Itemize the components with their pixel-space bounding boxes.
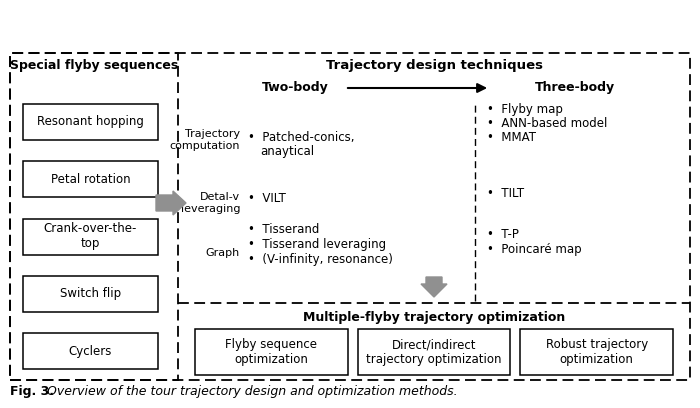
- Text: •  ANN-based model: • ANN-based model: [487, 117, 608, 130]
- Text: Cyclers: Cyclers: [69, 345, 112, 358]
- Text: Two-body: Two-body: [262, 82, 328, 95]
- Text: •  T-P: • T-P: [487, 228, 519, 241]
- Bar: [23, 333, 158, 369]
- Text: Flyby sequence
optimization: Flyby sequence optimization: [225, 338, 317, 366]
- Bar: [195, 329, 348, 375]
- Text: •  Flyby map: • Flyby map: [487, 103, 563, 116]
- Text: Robust trajectory
optimization: Robust trajectory optimization: [545, 338, 648, 366]
- Text: •  Tisserand leveraging: • Tisserand leveraging: [248, 238, 386, 251]
- Bar: [23, 219, 158, 255]
- Text: Special flyby sequences: Special flyby sequences: [10, 60, 178, 73]
- Bar: [10, 53, 690, 380]
- Bar: [358, 329, 510, 375]
- Text: Graph: Graph: [206, 248, 240, 258]
- Text: •  Patched-conics,: • Patched-conics,: [248, 131, 354, 144]
- Bar: [10, 53, 178, 380]
- Text: •  Poincaré map: • Poincaré map: [487, 243, 582, 256]
- Text: Switch flip: Switch flip: [60, 287, 121, 300]
- Text: Trajectory
computation: Trajectory computation: [169, 129, 240, 151]
- Text: •  TILT: • TILT: [487, 187, 524, 200]
- Text: Resonant hopping: Resonant hopping: [37, 115, 144, 128]
- Bar: [23, 161, 158, 197]
- Text: Petal rotation: Petal rotation: [50, 173, 130, 186]
- Text: •  MMAT: • MMAT: [487, 131, 536, 144]
- Text: •  Tisserand: • Tisserand: [248, 223, 319, 236]
- Text: Three-body: Three-body: [535, 82, 615, 95]
- FancyArrow shape: [156, 191, 186, 215]
- Bar: [23, 104, 158, 140]
- Bar: [23, 276, 158, 312]
- Text: anaytical: anaytical: [260, 145, 314, 158]
- Text: Overview of the tour trajectory design and optimization methods.: Overview of the tour trajectory design a…: [43, 385, 458, 398]
- FancyArrow shape: [421, 277, 447, 297]
- Text: Multiple-flyby trajectory optimization: Multiple-flyby trajectory optimization: [303, 310, 565, 324]
- Text: •  VILT: • VILT: [248, 192, 286, 205]
- Text: Fig. 3.: Fig. 3.: [10, 385, 54, 398]
- Text: Trajectory design techniques: Trajectory design techniques: [326, 60, 542, 73]
- Text: Detal-v
leveraging: Detal-v leveraging: [181, 192, 240, 214]
- Bar: [520, 329, 673, 375]
- Text: Crank-over-the-
top: Crank-over-the- top: [44, 222, 137, 251]
- Text: •  (V-infinity, resonance): • (V-infinity, resonance): [248, 253, 393, 266]
- Text: Direct/indirect
trajectory optimization: Direct/indirect trajectory optimization: [366, 338, 502, 366]
